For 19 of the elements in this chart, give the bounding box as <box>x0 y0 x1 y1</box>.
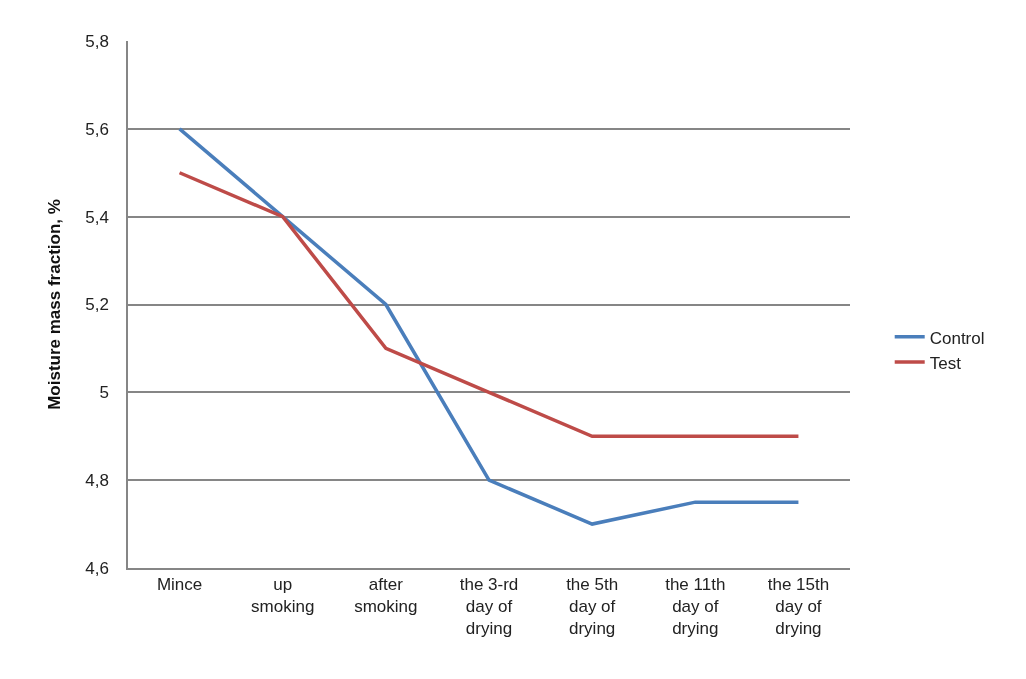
line-series <box>177 127 801 526</box>
x-tick-label: the 5th day of drying <box>566 575 619 639</box>
line-series <box>177 171 801 438</box>
legend-label: Test <box>929 353 962 373</box>
y-axis-title: Moisture mass fraction, % <box>45 199 65 410</box>
x-tick-label: Mince <box>156 575 203 595</box>
x-tick-label: the 3-rd day of drying <box>459 575 519 639</box>
y-tick-label: 5,4 <box>85 207 109 227</box>
x-tick-label: up smoking <box>251 575 315 617</box>
y-tick-label: 5,6 <box>85 119 109 139</box>
y-tick-label: 5 <box>99 383 109 403</box>
y-tick-label: 4,6 <box>85 558 109 578</box>
legend-label: Control <box>929 328 985 348</box>
y-tick-label: 5,8 <box>85 31 109 51</box>
x-tick-label: the 11th day of drying <box>665 575 726 639</box>
y-tick-label: 5,2 <box>85 295 109 315</box>
x-tick-label: the 15th day of drying <box>767 575 830 639</box>
x-tick-label: after smoking <box>354 575 418 617</box>
y-tick-label: 4,8 <box>85 471 109 491</box>
